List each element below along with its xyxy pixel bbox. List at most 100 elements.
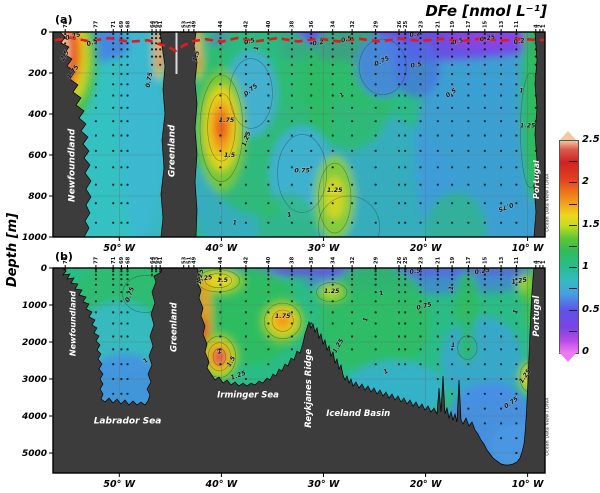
- station-number: 78: [63, 256, 69, 264]
- depth-tick-label: 600: [28, 151, 47, 161]
- panel-a: 0.750.52.51.75 0.751.510.5 0.2 0.50.20.5 0.2…: [22, 20, 547, 254]
- contour-label: 0.25: [474, 267, 491, 277]
- depth-tick-label: 0: [41, 28, 47, 38]
- geo-label: Labrador Sea: [94, 416, 162, 426]
- contour-label: 0.5: [243, 37, 256, 47]
- station-number: 77: [94, 20, 100, 28]
- station-number: 1: [541, 260, 547, 264]
- station-number: 51: [187, 20, 193, 28]
- station-number: 19: [450, 20, 456, 28]
- geo-label: Newfoundland: [67, 128, 77, 202]
- station-number: 40: [266, 20, 272, 28]
- contour-label: 1: [362, 317, 370, 323]
- station-number: 53: [182, 20, 188, 28]
- contour-label: 0.5: [409, 267, 422, 276]
- station-number: 2: [538, 24, 544, 28]
- axis-ticks: [49, 265, 544, 477]
- geo-label: Reykjanes Ridge: [304, 349, 314, 428]
- depth-tick-label: 800: [28, 192, 47, 202]
- axis-ticks: [49, 29, 544, 241]
- station-number: 61: [158, 256, 164, 264]
- contour-label: 0.2: [513, 37, 526, 46]
- contour-label: 1: [142, 357, 150, 365]
- station-number: 71: [111, 20, 117, 28]
- station-number: 38: [290, 20, 296, 28]
- station-number: 21: [436, 256, 442, 264]
- station-number: 44: [218, 256, 224, 264]
- geo-label: Portugal: [532, 160, 541, 199]
- station-number: 32: [350, 256, 356, 264]
- station-number: 78: [63, 20, 69, 28]
- contour-label: 1.25: [324, 288, 340, 295]
- station-number: 63: [154, 20, 160, 28]
- landmass-portugal: [533, 32, 545, 237]
- station-number: 49: [192, 20, 198, 28]
- station-number: 11: [514, 256, 520, 264]
- contour-label: 2: [216, 347, 224, 356]
- station-number: 11: [514, 20, 520, 28]
- contour-label: 0.5: [410, 61, 423, 70]
- depth-tick-label: 200: [28, 69, 47, 79]
- station-number: 17: [466, 256, 472, 264]
- colorbar-gradient: [559, 140, 579, 354]
- lon-tick-label: 10° W: [512, 243, 544, 254]
- station-number: 15: [483, 20, 489, 28]
- lon-tick-label: 20° W: [410, 479, 442, 490]
- station-number: 77: [94, 256, 100, 264]
- station-number: 61: [158, 20, 164, 28]
- station-number: 63: [154, 256, 160, 264]
- sample-dots: [64, 268, 545, 455]
- station-number: 32: [350, 20, 356, 28]
- contour-label: 1.5: [224, 152, 236, 159]
- depth-tick-label: 1000: [22, 301, 47, 311]
- station-number: 26: [397, 256, 403, 264]
- contour-label: 0.5: [340, 35, 353, 45]
- station-number: 1: [541, 24, 547, 28]
- colorbar-tick-label: 2.5: [582, 134, 600, 145]
- panel-a-label: (a): [55, 13, 73, 26]
- station-number: 25: [403, 256, 409, 264]
- station-number: 42: [244, 20, 250, 28]
- colorbar-arrow-top: [559, 131, 577, 141]
- station-number: 29: [373, 256, 379, 264]
- station-number: 69: [119, 256, 125, 264]
- station-number: 71: [111, 256, 117, 264]
- contour-label: 1.75: [275, 313, 291, 320]
- colorbar-tick: [569, 267, 577, 269]
- station-number: 34: [331, 20, 337, 28]
- station-number: 4: [534, 24, 540, 28]
- contour-label: 1.5: [217, 277, 229, 284]
- colorbar: 2.5 2 1.5 1 0.5 0: [556, 128, 600, 376]
- colorbar-tick: [569, 246, 577, 247]
- contour-label: 1: [448, 286, 455, 291]
- contour-label: 0.5: [86, 37, 99, 48]
- contour-labels: 0.750.52.51.75 0.751.510.5 0.2 0.50.20.5 0.2…: [59, 32, 537, 227]
- contour-label: 1.5: [192, 49, 202, 62]
- contour-label: 1: [378, 290, 384, 298]
- station-number: 64: [150, 20, 156, 28]
- colorbar-tick-label: 0.5: [582, 303, 600, 315]
- contour-label: 0.25: [479, 34, 496, 44]
- colorbar-tick: [569, 309, 577, 311]
- landmass-newfoundland: [53, 32, 92, 237]
- station-number: 42: [244, 256, 250, 264]
- colorbar-tick: [569, 182, 577, 184]
- contour-label: 1: [519, 88, 523, 95]
- depth-tick-label: 2000: [22, 338, 47, 348]
- contour-label: 0.5: [452, 37, 465, 47]
- depth-tick-label: 400: [27, 110, 47, 120]
- station-number: 36: [309, 256, 315, 264]
- station-number: 40: [266, 256, 272, 264]
- station-number: 29: [373, 20, 379, 28]
- station-number: 38: [290, 256, 296, 264]
- station-number: 4: [534, 260, 540, 264]
- contour-label: 1: [338, 91, 346, 99]
- contour-label: 1.75: [219, 117, 235, 124]
- station-number: 13: [499, 20, 505, 28]
- contour-label: 0.75: [145, 71, 155, 88]
- contour-rings: [199, 38, 542, 237]
- lon-tick-label: 30° W: [308, 479, 340, 490]
- colorbar-tick: [569, 161, 577, 163]
- lon-tick-label: 20° W: [410, 243, 442, 254]
